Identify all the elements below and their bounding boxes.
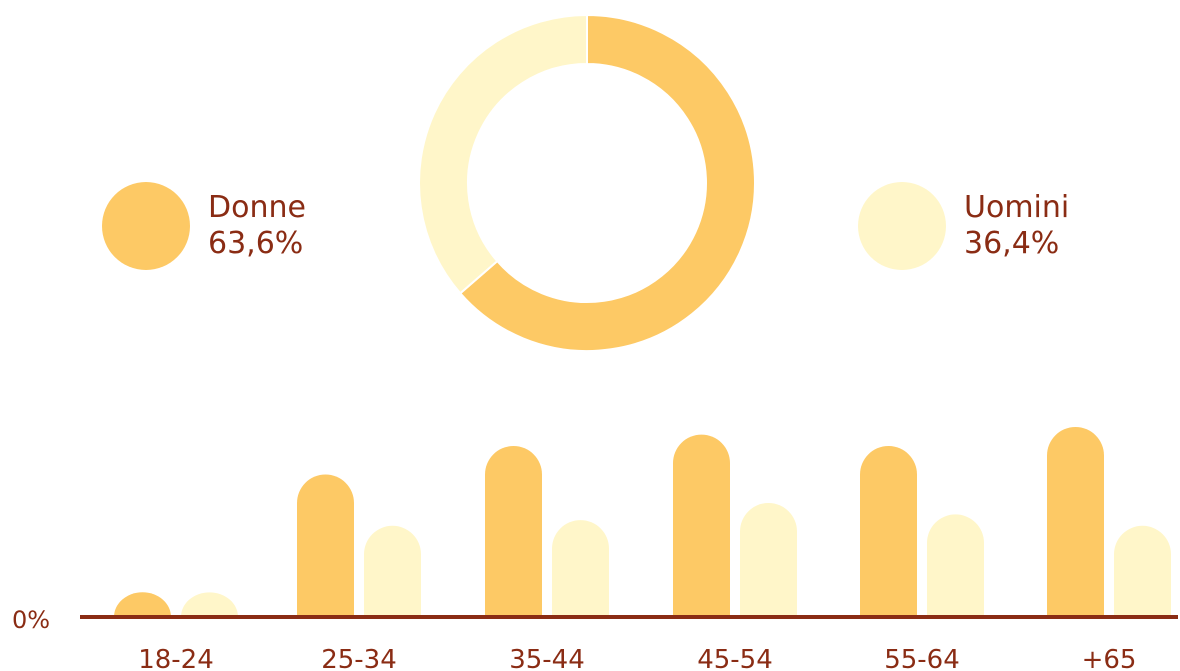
legend-uomini-value: 36,4% (964, 226, 1060, 261)
x-tick-label: +65 (1082, 645, 1137, 671)
bar-donne-45-54 (673, 434, 730, 617)
donut-slice-uomini (418, 13, 588, 295)
bar-donne-25-34 (297, 474, 354, 617)
x-tick-label: 25-34 (321, 645, 397, 671)
x-tick-label: 35-44 (509, 645, 585, 671)
y-axis-zero-label: 0% (12, 606, 51, 634)
bar-donne-35-44 (485, 445, 542, 617)
bar-donne-55-64 (860, 445, 917, 617)
bar-donne-+65 (1047, 427, 1104, 617)
legend-donne-label: Donne (208, 190, 306, 225)
x-tick-label: 18-24 (138, 645, 214, 671)
x-tick-label: 55-64 (884, 645, 960, 671)
donut-slice-donne (458, 13, 756, 352)
legend-uomini-label: Uomini (964, 190, 1070, 225)
legend-donne: Donne 63,6% (102, 182, 306, 270)
bar-uomini-18-24 (181, 592, 238, 617)
bar-uomini-35-44 (552, 520, 609, 617)
legend-uomini-text: Uomini 36,4% (964, 190, 1069, 262)
legend-uomini-swatch (858, 182, 946, 270)
legend-donne-text: Donne 63,6% (208, 190, 306, 262)
legend-donne-swatch (102, 182, 190, 270)
bar-uomini-45-54 (740, 502, 797, 617)
bar-uomini-55-64 (927, 514, 984, 617)
bar-uomini-+65 (1114, 525, 1171, 617)
legend-donne-value: 63,6% (208, 226, 304, 261)
x-tick-label: 45-54 (697, 645, 773, 671)
bar-donne-18-24 (114, 592, 171, 617)
bar-uomini-25-34 (364, 525, 421, 617)
legend-uomini: Uomini 36,4% (858, 182, 1069, 270)
